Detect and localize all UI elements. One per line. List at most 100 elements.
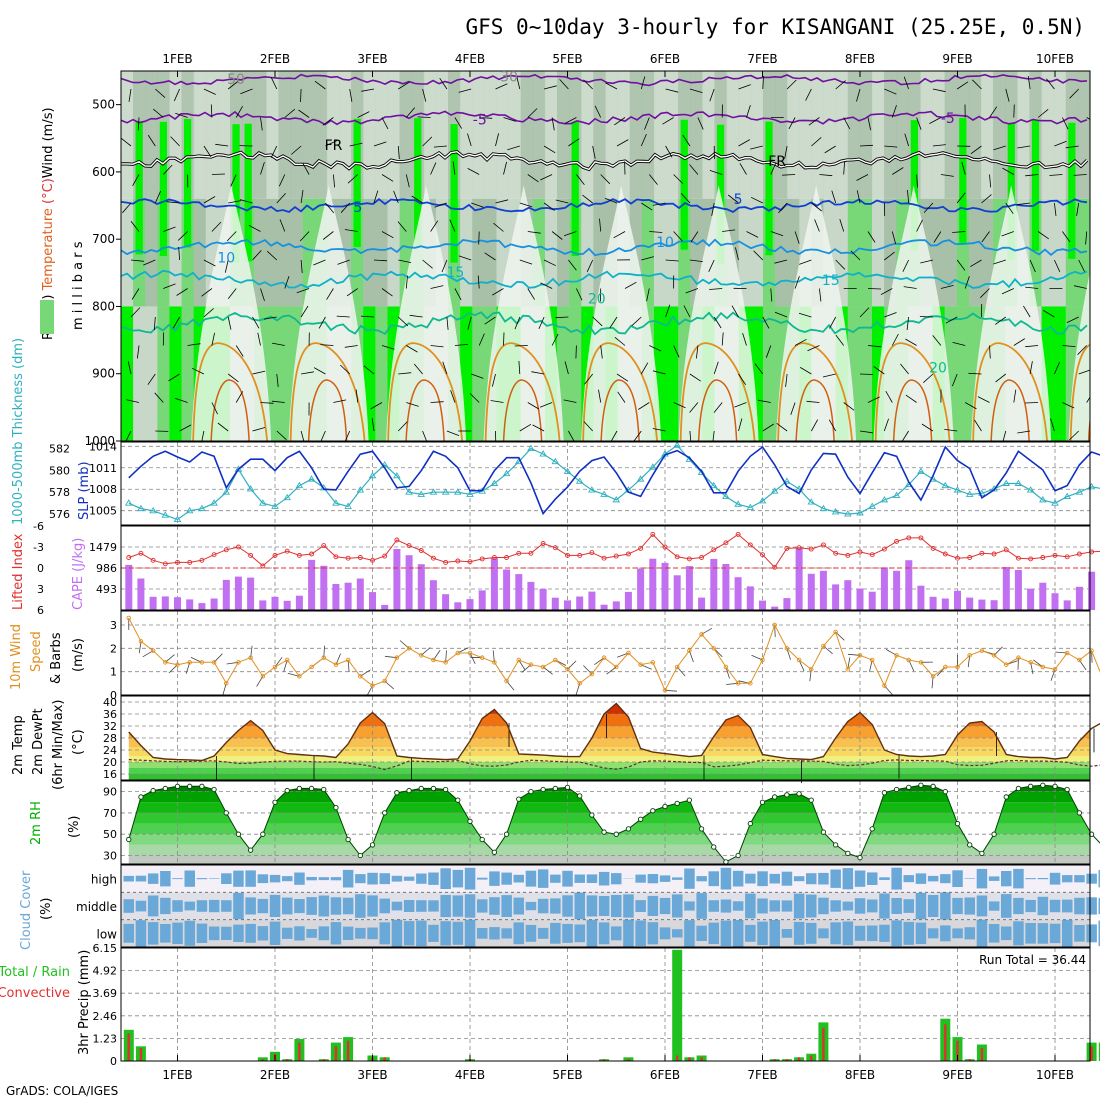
lifted-index-point [638, 545, 644, 551]
cape-bar [1088, 571, 1096, 610]
wind10m-point [540, 664, 546, 670]
wind-barb [434, 202, 448, 208]
precip-convective-bar [785, 1059, 789, 1061]
cloud-cell [940, 925, 951, 942]
cloud-cell [428, 900, 439, 912]
wind-barb [859, 430, 873, 434]
cloud-cell [1013, 897, 1024, 915]
wind-barb [762, 75, 764, 90]
lifted-index-point [504, 555, 510, 560]
wind10m-point [370, 683, 375, 688]
wind-barb [381, 231, 394, 239]
wind10m-point [321, 655, 327, 660]
cloud-cell [867, 925, 878, 942]
cape-bar [1063, 600, 1071, 610]
thickness-point [892, 491, 901, 498]
lifted-index-point [491, 555, 497, 560]
wind-barb [880, 288, 893, 296]
wind10m-point [492, 660, 497, 665]
wind-barb [503, 161, 507, 175]
rh-cell [472, 198, 485, 307]
wind-barb [252, 427, 266, 432]
rh-cell [799, 71, 813, 199]
rh-cell [629, 71, 643, 199]
wind-barb [583, 421, 593, 432]
contour-label: 15 [822, 273, 840, 289]
wind-barb [782, 174, 796, 176]
wind-barb [239, 199, 253, 204]
wind-barb [904, 133, 909, 147]
cloud-cell [745, 873, 756, 884]
wind-barb [746, 231, 759, 238]
rh-cell [980, 198, 994, 307]
wind-barb [956, 259, 966, 271]
wind-barb [373, 190, 379, 204]
rh2m-point [211, 786, 217, 793]
wind-barb [641, 202, 653, 211]
rh2m-point [1015, 785, 1022, 792]
wind-barb [454, 344, 468, 346]
cloud-cell [367, 872, 378, 885]
dry-plume [483, 185, 564, 441]
wind-barb [122, 202, 132, 214]
rh-cell [145, 198, 158, 307]
rh-cell [121, 198, 134, 307]
wind-barb [1054, 202, 1057, 216]
wind-barb [471, 373, 484, 379]
wind-barb [1086, 396, 1090, 403]
cloud-cell [781, 929, 793, 938]
cape-bar [417, 564, 425, 610]
wind-barb [859, 307, 870, 318]
wind-barb [227, 316, 232, 330]
wind-barb [952, 231, 966, 233]
wind-barb [828, 419, 837, 432]
wind-barb [203, 145, 212, 158]
wind-barb [640, 133, 647, 147]
dry-plume [386, 185, 467, 441]
thickness-point [575, 477, 584, 484]
upper-ylabel-mb: m i l l i b a r s [71, 241, 86, 330]
thickness-point [185, 506, 194, 514]
wind-barb [417, 116, 431, 118]
rh2m-point [1052, 783, 1058, 789]
cloud-cell [708, 922, 719, 945]
x-date-label-top: 4FEB [455, 52, 485, 66]
footer-credit: GrADS: COLA/IGES [6, 1084, 118, 1098]
cloud-cell [513, 897, 524, 915]
cloud-cell [147, 895, 159, 917]
rh2m-point [1040, 782, 1046, 788]
wind-barb [972, 79, 982, 90]
wind-barb [393, 190, 399, 204]
rh-cell [871, 198, 885, 307]
cloud-cell [550, 922, 561, 944]
rh-cell [702, 71, 716, 199]
wind-barb [563, 231, 577, 237]
cape-bar [880, 567, 888, 610]
wind-barb [227, 373, 239, 383]
wind-barb [452, 161, 456, 175]
lifted-index-point [686, 556, 692, 562]
y-tick-label: 600 [92, 165, 115, 179]
rh2m-unit: (%) [67, 816, 82, 839]
wind-barb [808, 117, 820, 126]
contour-label: 5 [353, 200, 362, 216]
wind-barb [609, 316, 618, 329]
wind-barb [397, 221, 407, 232]
warm-contour [484, 342, 561, 441]
lifted-index-point [735, 531, 741, 537]
rh2m-point [637, 816, 644, 822]
wind10m-tick-label: 1 [110, 666, 117, 679]
rh-cell [884, 71, 897, 199]
cape-bar [344, 582, 352, 610]
isotherm-line [121, 198, 1088, 214]
cape-bar [978, 599, 986, 610]
cape-bar [478, 590, 486, 610]
cloud-cell [403, 921, 415, 946]
wind10m-point [150, 648, 156, 653]
wind-barb [665, 259, 679, 262]
cloud-cell [1049, 899, 1061, 913]
wind-barb [422, 136, 433, 147]
wind-barb [325, 140, 338, 147]
wind-barb [1054, 259, 1061, 272]
wind-barb [806, 400, 820, 403]
